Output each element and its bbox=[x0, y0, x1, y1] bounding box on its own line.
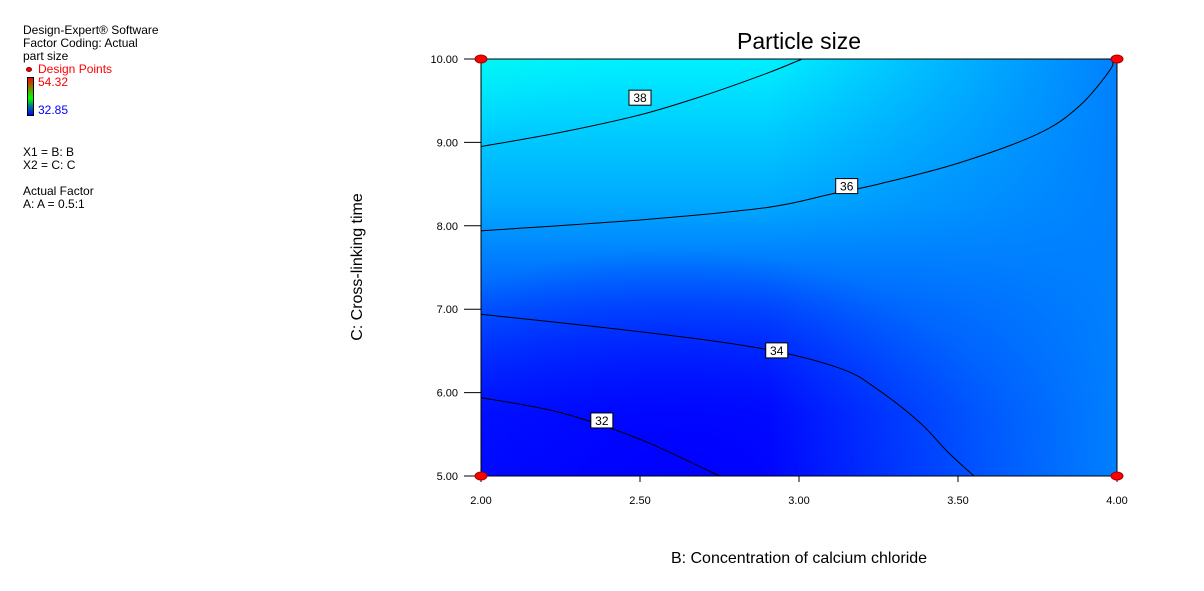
x1-factor: X1 = B: B bbox=[23, 145, 75, 159]
contour-lines bbox=[481, 59, 1114, 476]
color-scale: 54.32 32.85 bbox=[23, 75, 159, 119]
legend-panel: Design-Expert® Software Factor Coding: A… bbox=[23, 24, 159, 211]
x-tick-label: 3.50 bbox=[947, 495, 968, 507]
surface-high-region bbox=[481, 59, 701, 169]
y-tick-label: 7.00 bbox=[437, 304, 458, 316]
design-point bbox=[474, 54, 488, 64]
factor-coding-label: Factor Coding: Actual bbox=[23, 36, 138, 50]
y-tick-label: 10.00 bbox=[430, 54, 458, 66]
y-tick-label: 6.00 bbox=[437, 388, 458, 400]
color-scale-bar bbox=[27, 77, 34, 116]
contour-line-36 bbox=[481, 59, 1114, 232]
x-tick-label: 4.00 bbox=[1106, 495, 1127, 507]
design-point-marker-icon bbox=[26, 67, 32, 72]
design-point bbox=[474, 471, 488, 481]
y-axis-title: C: Cross-linking time bbox=[349, 193, 366, 341]
y-tick-label: 8.00 bbox=[437, 221, 458, 233]
design-points bbox=[474, 54, 1124, 481]
y-tick-label: 9.00 bbox=[437, 137, 458, 149]
contour-line-34 bbox=[481, 313, 975, 476]
software-label: Design-Expert® Software bbox=[23, 23, 159, 37]
contour-label-38: 38 bbox=[633, 91, 647, 105]
color-scale-low: 32.85 bbox=[38, 103, 69, 117]
contour-label-box bbox=[590, 412, 614, 429]
contour-label-box bbox=[835, 178, 859, 195]
x-tick-label: 3.00 bbox=[788, 495, 809, 507]
actual-factor-header: Actual Factor bbox=[23, 184, 94, 198]
design-point bbox=[1110, 54, 1124, 64]
x-tick-label: 2.00 bbox=[470, 495, 491, 507]
contour-label-box bbox=[765, 342, 789, 359]
plot-area bbox=[481, 59, 1117, 476]
color-scale-high: 54.32 bbox=[38, 75, 69, 89]
design-points-legend: Design Points bbox=[23, 63, 159, 76]
response-name: part size bbox=[23, 49, 69, 63]
contour-label-34: 34 bbox=[770, 344, 784, 358]
contour-line-38 bbox=[481, 59, 803, 148]
x-axis-ticks: 2.00 2.50 3.00 3.50 4.00 bbox=[470, 476, 1128, 507]
contour-label-box bbox=[628, 89, 652, 106]
x2-factor: X2 = C: C bbox=[23, 158, 76, 172]
design-points-label: Design Points bbox=[38, 62, 113, 76]
x-axis-title: B: Concentration of calcium chloride bbox=[671, 550, 927, 567]
actual-factor-value: A: A = 0.5:1 bbox=[23, 197, 85, 211]
chart-title: Particle size bbox=[737, 28, 861, 54]
contour-label-32: 32 bbox=[595, 414, 609, 428]
contour-labels: 38 36 34 32 bbox=[590, 89, 859, 429]
x-tick-label: 2.50 bbox=[629, 495, 650, 507]
y-tick-label: 5.00 bbox=[437, 471, 458, 483]
contour-label-36: 36 bbox=[840, 180, 854, 194]
y-axis-ticks: 5.00 6.00 7.00 8.00 9.00 10.00 bbox=[430, 54, 481, 483]
design-point bbox=[1110, 471, 1124, 481]
